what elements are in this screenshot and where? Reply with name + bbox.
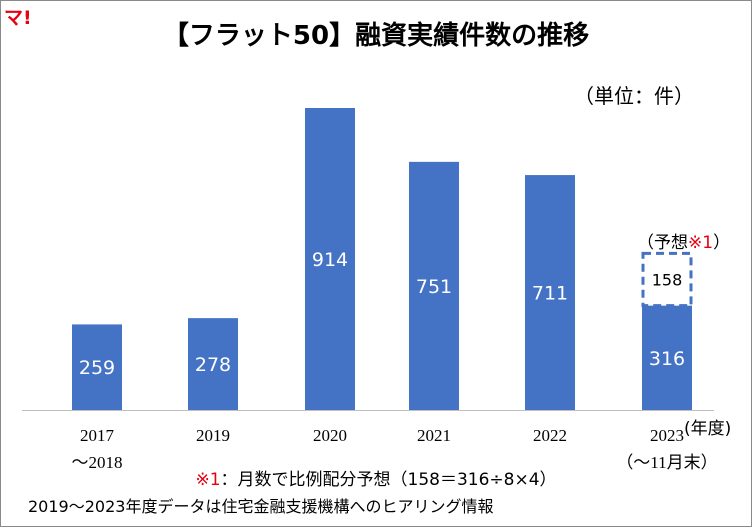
bar-value-label: 259 [79, 357, 115, 379]
bar [188, 318, 238, 410]
bar-value-label: 278 [195, 354, 231, 376]
chart-title: 【フラット50】融資実績件数の推移 [162, 21, 590, 51]
x-tick-label: 2022 [533, 426, 567, 445]
unit-label: （単位：件） [574, 84, 694, 108]
bar [305, 108, 355, 410]
forecast-label-text: （予想 [637, 233, 688, 253]
bar [642, 305, 692, 410]
forecast-note-mark: ※1 [688, 233, 714, 253]
x-tick-label: 2021 [417, 426, 451, 445]
bar [72, 324, 122, 410]
x-tick-label: 2020 [313, 426, 347, 445]
x-tick-label: 2017 [80, 426, 115, 445]
footnote-text: ：月数で比例配分予想（158＝316÷8×4） [220, 470, 557, 490]
bar [409, 161, 459, 410]
x-tick-label: 2019 [196, 426, 230, 445]
bar-value-label: 316 [649, 348, 685, 370]
forecast-bar [641, 251, 693, 308]
bar-value-label: 751 [416, 276, 452, 298]
forecast-label-end: ） [713, 233, 731, 253]
site-logo: マ! [4, 7, 32, 29]
x-tick-sublabel: （～11月末） [616, 453, 717, 472]
footnote-mark: ※1 [195, 470, 221, 490]
footnote: ※1：月数で比例配分予想（158＝316÷8×4） [0, 465, 752, 490]
source-note: 2019～2023年度データは住宅金融支援機構へのヒアリング情報 [28, 497, 494, 516]
bar [525, 175, 575, 410]
bar-value-label: 914 [312, 249, 348, 271]
forecast-label: （予想※1） [637, 228, 730, 253]
forecast-value-label: 158 [652, 270, 683, 289]
bar-value-label: 711 [532, 283, 568, 305]
x-tick-sublabel: ～2018 [72, 453, 123, 472]
x-axis-unit: (年度) [684, 419, 732, 439]
x-tick-label: 2023 [650, 426, 684, 445]
